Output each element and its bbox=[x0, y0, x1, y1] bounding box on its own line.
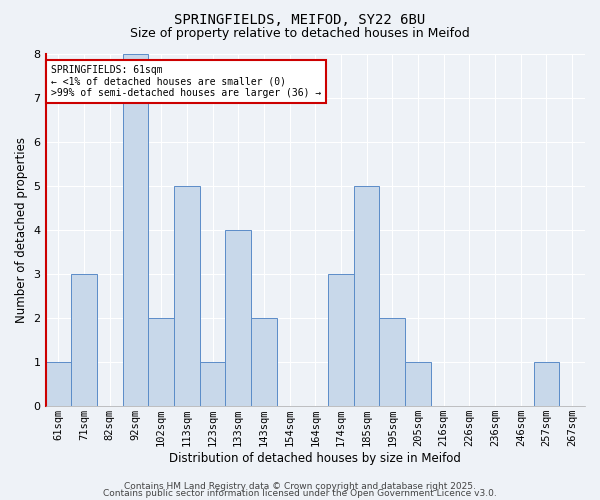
Bar bbox=[71, 274, 97, 406]
Bar bbox=[328, 274, 354, 406]
Bar bbox=[533, 362, 559, 406]
Bar bbox=[174, 186, 200, 406]
Bar bbox=[379, 318, 405, 406]
Bar bbox=[405, 362, 431, 406]
Bar bbox=[354, 186, 379, 406]
Bar bbox=[122, 54, 148, 406]
Bar bbox=[46, 362, 71, 406]
Text: Contains public sector information licensed under the Open Government Licence v3: Contains public sector information licen… bbox=[103, 490, 497, 498]
Bar bbox=[251, 318, 277, 406]
Text: SPRINGFIELDS: 61sqm
← <1% of detached houses are smaller (0)
>99% of semi-detach: SPRINGFIELDS: 61sqm ← <1% of detached ho… bbox=[51, 64, 321, 98]
Bar bbox=[148, 318, 174, 406]
X-axis label: Distribution of detached houses by size in Meifod: Distribution of detached houses by size … bbox=[169, 452, 461, 465]
Text: SPRINGFIELDS, MEIFOD, SY22 6BU: SPRINGFIELDS, MEIFOD, SY22 6BU bbox=[175, 12, 425, 26]
Bar bbox=[226, 230, 251, 406]
Y-axis label: Number of detached properties: Number of detached properties bbox=[15, 137, 28, 323]
Text: Contains HM Land Registry data © Crown copyright and database right 2025.: Contains HM Land Registry data © Crown c… bbox=[124, 482, 476, 491]
Text: Size of property relative to detached houses in Meifod: Size of property relative to detached ho… bbox=[130, 28, 470, 40]
Bar bbox=[200, 362, 226, 406]
